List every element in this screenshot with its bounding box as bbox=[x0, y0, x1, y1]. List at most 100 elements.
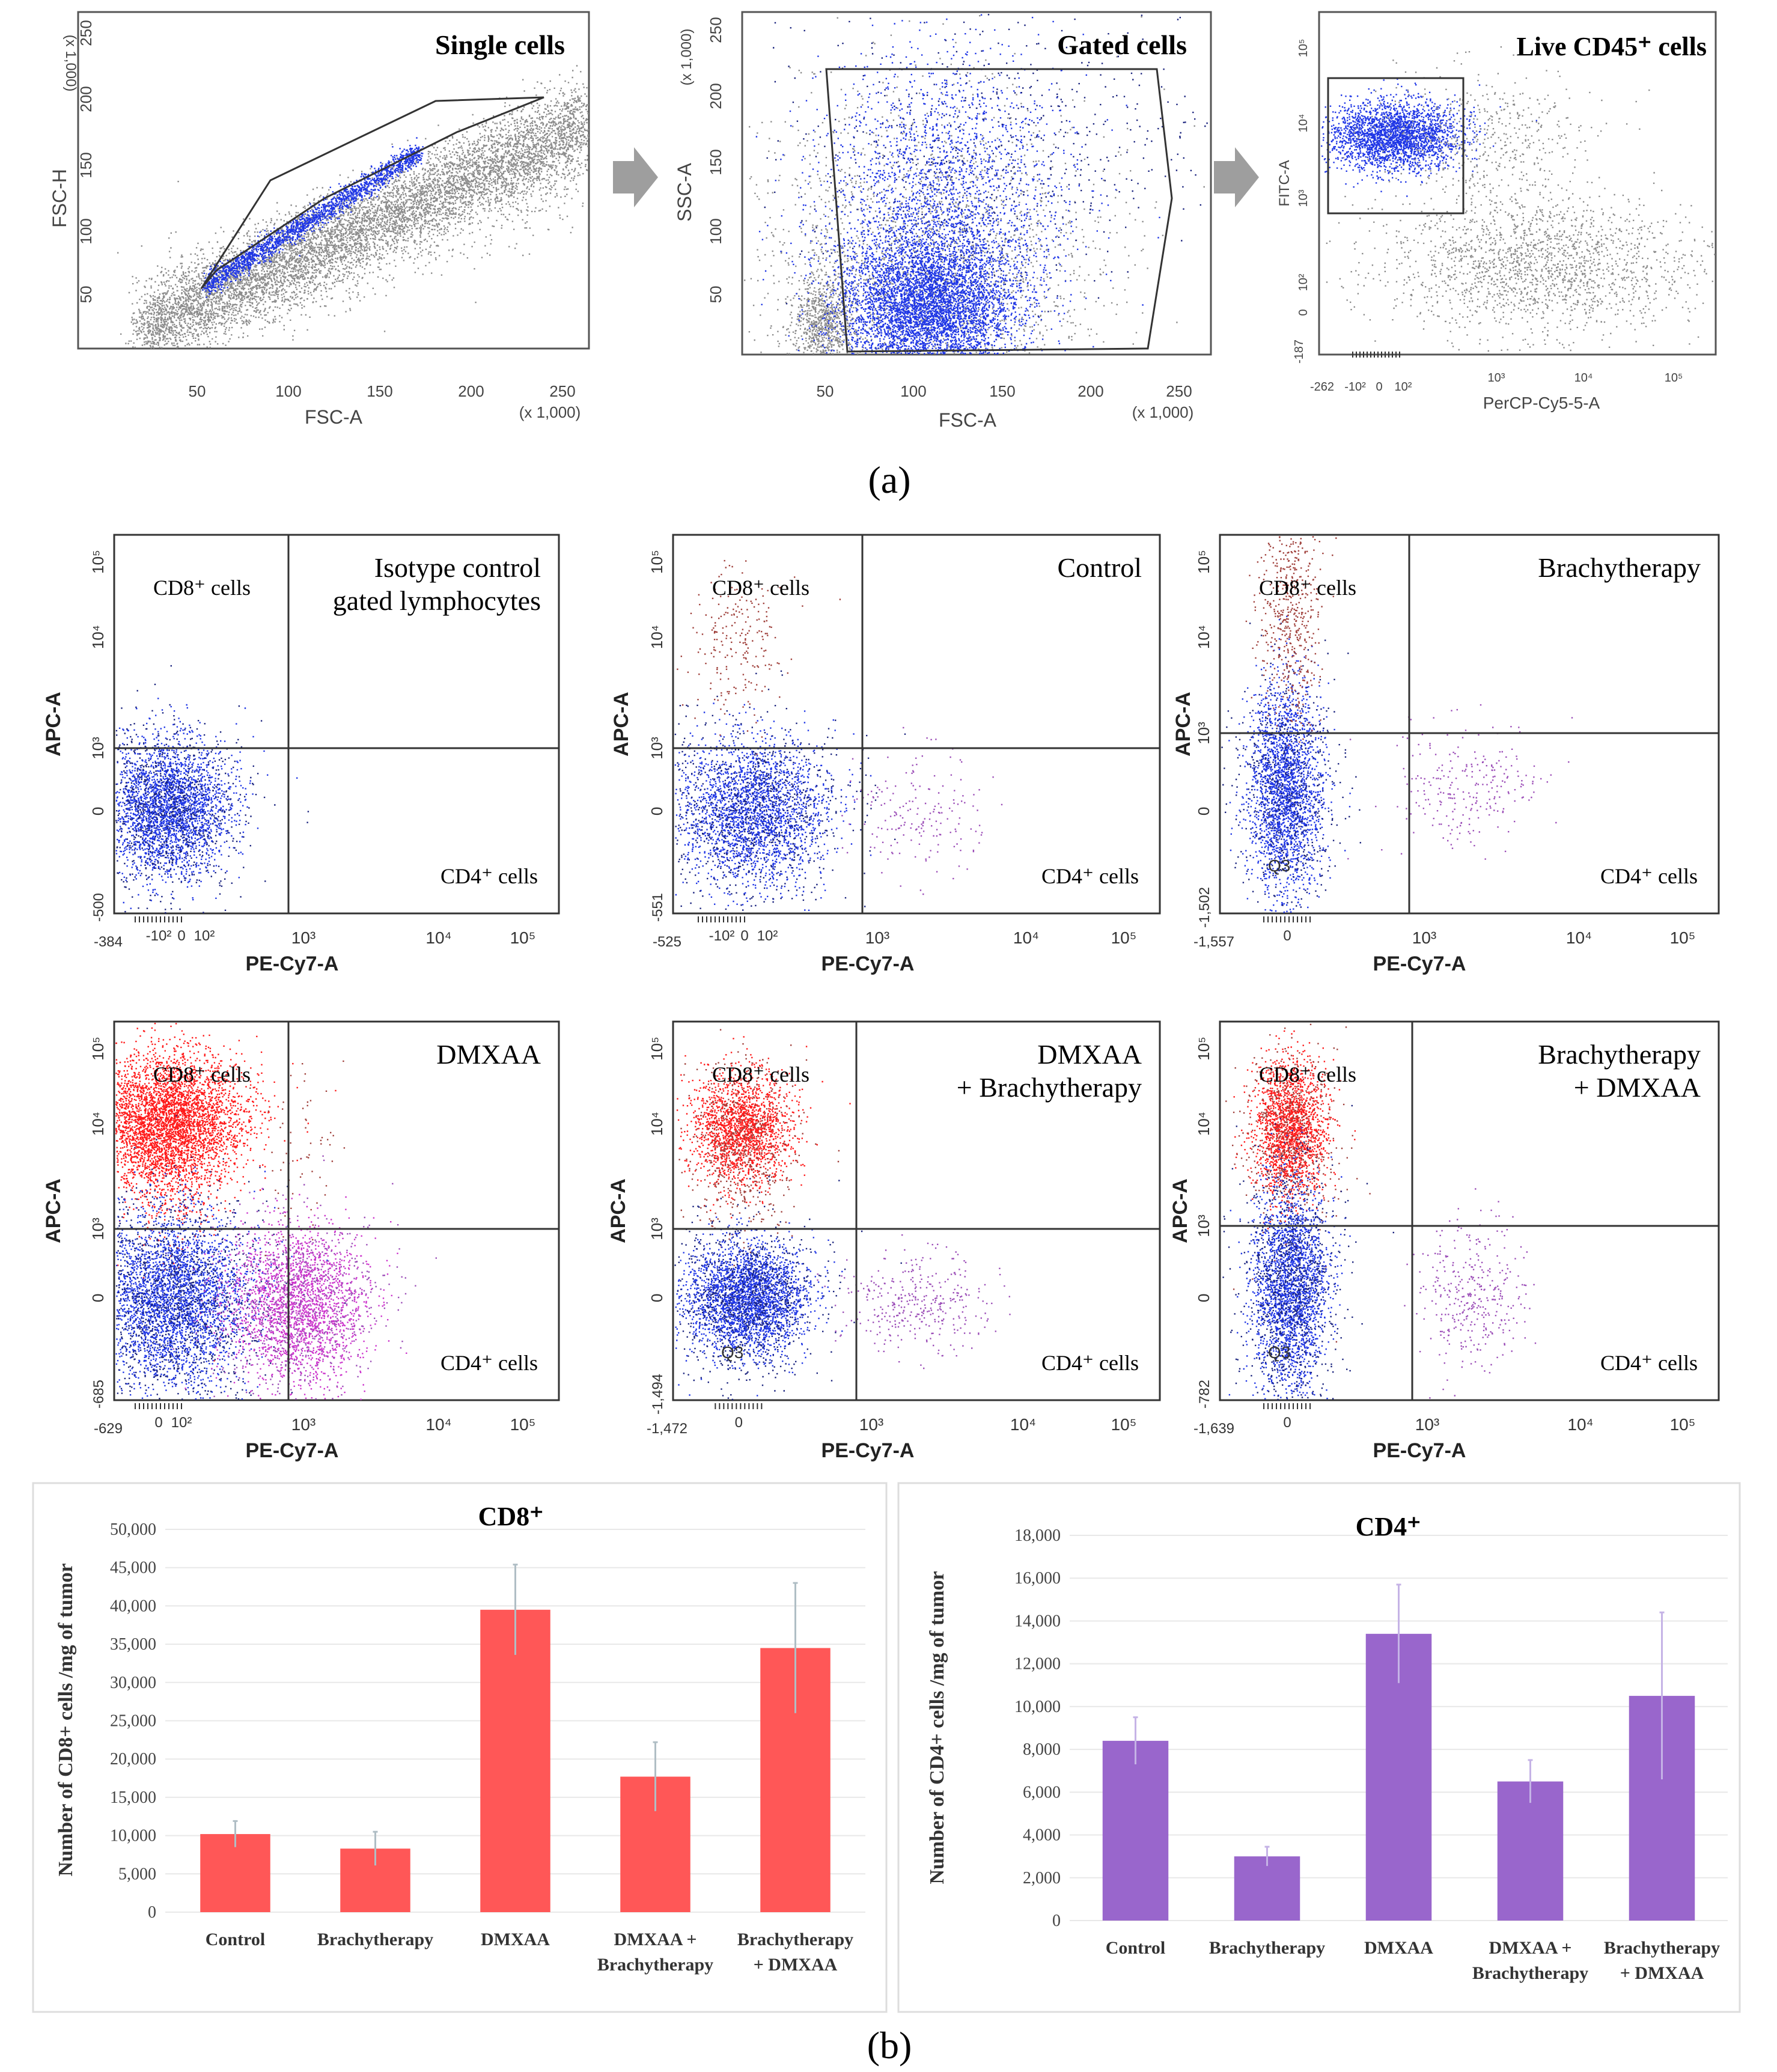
quadrant-title: + Brachytherapy bbox=[957, 1072, 1142, 1103]
x-axis-label: PE-Cy7-A bbox=[1373, 1439, 1466, 1462]
scatter-cloud bbox=[115, 665, 309, 914]
y-tick: 10⁴ bbox=[1195, 1112, 1213, 1136]
x-tick: 100 bbox=[275, 382, 301, 400]
cd8-label: CD8⁺ cells bbox=[1259, 1062, 1356, 1086]
x-axis-label: PE-Cy7-A bbox=[1373, 952, 1466, 975]
x-tick-low: -10² bbox=[146, 928, 172, 944]
y-tick: 250 bbox=[707, 17, 725, 43]
y-tick-label: 4,000 bbox=[1023, 1826, 1061, 1845]
x-tick: -262 bbox=[1310, 380, 1334, 394]
y-tick: -187 bbox=[1293, 340, 1306, 364]
y-tick-label: 40,000 bbox=[110, 1597, 156, 1615]
x-tick: 150 bbox=[989, 382, 1015, 400]
y-tick: 100 bbox=[77, 218, 95, 244]
x-tick: 10⁵ bbox=[510, 1415, 536, 1434]
gating-plot-single: Single cells FSC-H (x 1,000) FSC-A (x 1,… bbox=[49, 11, 590, 428]
y-tick: 200 bbox=[77, 86, 95, 112]
y-tick-label: 2,000 bbox=[1023, 1869, 1061, 1888]
y-axis-label: Number of CD4+ cells /mg of tumor bbox=[926, 1571, 948, 1884]
x-tick: 250 bbox=[1166, 382, 1192, 400]
x-tick-low: 0 bbox=[740, 928, 748, 944]
x-ticks: -262 -10² 0 10² 10³ 10⁴ 10⁵ bbox=[1310, 371, 1683, 394]
x-ticks: 50 100 150 200 250 bbox=[189, 382, 576, 400]
x-axis-unit: (x 1,000) bbox=[519, 403, 581, 421]
cd8-label: CD8⁺ cells bbox=[712, 576, 809, 600]
x-tick: 10⁵ bbox=[1665, 371, 1683, 385]
y-axis-label: APC-A bbox=[1172, 692, 1195, 757]
x-tick-low: 10² bbox=[194, 928, 215, 944]
quadrant-plot: Brachytherapy CD8⁺ cells CD4⁺ cells Q3 APC-A… bbox=[1172, 534, 1720, 975]
y-axis-label: APC-A bbox=[607, 1178, 630, 1243]
cd4-label: CD4⁺ cells bbox=[1600, 864, 1698, 888]
x-min-tick: -1,472 bbox=[647, 1421, 687, 1437]
gating-plot-live: Live CD45⁺ cells FITC-A PerCP-Cy5-5-A -1… bbox=[1276, 11, 1717, 412]
x-tick-low: -10² bbox=[709, 928, 735, 944]
quadrant-plot: Brachytherapy+ DMXAA CD8⁺ cells CD4⁺ cells… bbox=[1169, 1020, 1720, 1462]
x-tick: 10² bbox=[1395, 380, 1412, 394]
cd8-label: CD8⁺ cells bbox=[712, 1062, 809, 1086]
cd4-label: CD4⁺ cells bbox=[1041, 1351, 1139, 1375]
category-label: Brachytherapy bbox=[737, 1930, 853, 1949]
x-tick: 10³ bbox=[291, 928, 315, 947]
bar bbox=[1497, 1781, 1564, 1921]
scatter-cloud bbox=[1222, 1023, 1537, 1401]
y-tick: 50 bbox=[77, 286, 95, 303]
dot-cluster bbox=[1228, 1127, 1351, 1400]
x-axis-label: PE-Cy7-A bbox=[246, 1439, 339, 1462]
category-label: Control bbox=[1106, 1938, 1165, 1958]
chart-title: CD8⁺ bbox=[478, 1502, 544, 1531]
cd8-label: CD8⁺ cells bbox=[1259, 576, 1356, 600]
x-tick: 200 bbox=[458, 382, 484, 400]
quadrant-title: Brachytherapy bbox=[1538, 1039, 1701, 1070]
y-tick-label: 30,000 bbox=[110, 1674, 156, 1692]
bar-charts: 0 5,000 10,000 15,000 20,000 25,000 30,000 35,0… bbox=[55, 1502, 1728, 1983]
y-tick-label: 10,000 bbox=[1014, 1698, 1061, 1716]
x-min-tick: -1,639 bbox=[1193, 1421, 1234, 1437]
y-min-tick: -1,502 bbox=[1196, 887, 1213, 928]
cd8-chart-frame bbox=[32, 1482, 888, 2013]
y-tick-label: 5,000 bbox=[118, 1865, 156, 1883]
y-tick: 0 bbox=[89, 1294, 107, 1302]
plot-frame bbox=[77, 11, 590, 350]
x-min-tick: -384 bbox=[94, 934, 123, 950]
scatter-cloud bbox=[674, 559, 1003, 911]
cd4-bar-chart: 0 2,000 4,000 6,000 8,000 10,000 12,000 14,000 1… bbox=[926, 1512, 1728, 1983]
y-tick: 10³ bbox=[1297, 189, 1310, 207]
y-axis-label: FSC-H bbox=[49, 169, 70, 228]
cd8-bar-chart: 0 5,000 10,000 15,000 20,000 25,000 30,000 35,0… bbox=[55, 1502, 865, 1975]
scatter-cloud bbox=[1321, 46, 1716, 352]
y-tick: 0 bbox=[648, 1294, 666, 1302]
cd4-label: CD4⁺ cells bbox=[1041, 864, 1139, 888]
y-tick: 10⁴ bbox=[648, 1112, 666, 1136]
plot-title: Gated cells bbox=[1057, 29, 1187, 60]
y-tick: 10⁴ bbox=[89, 1112, 107, 1136]
y-tick-label: 14,000 bbox=[1014, 1612, 1061, 1630]
category-label: DMXAA bbox=[481, 1930, 550, 1949]
y-tick: 10⁴ bbox=[1297, 114, 1310, 133]
y-tick: 150 bbox=[707, 149, 725, 175]
plot-title: Single cells bbox=[435, 29, 565, 60]
y-tick-label: 0 bbox=[148, 1903, 156, 1922]
arrow-right-icon bbox=[1214, 147, 1259, 207]
q3-label: Q3 bbox=[1268, 856, 1290, 875]
x-axis-label: PE-Cy7-A bbox=[246, 952, 339, 975]
dot-cluster bbox=[115, 698, 298, 909]
panel-label-a: (a) bbox=[868, 459, 910, 501]
y-tick: 0 bbox=[1195, 1294, 1213, 1302]
x-tick: 10⁴ bbox=[1010, 1415, 1036, 1434]
quadrant-title: + DMXAA bbox=[1574, 1072, 1701, 1103]
y-axis-label: APC-A bbox=[42, 692, 65, 757]
x-tick: 50 bbox=[189, 382, 206, 400]
x-tick-low: 0 bbox=[735, 1415, 743, 1431]
plot-frame bbox=[113, 534, 560, 915]
quadrant-title: Control bbox=[1057, 552, 1142, 583]
x-tick: 10⁴ bbox=[1013, 928, 1039, 947]
y-min-tick: -1,494 bbox=[650, 1374, 666, 1415]
x-tick: 10⁴ bbox=[1567, 1415, 1593, 1434]
x-min-tick: -1,557 bbox=[1193, 934, 1234, 950]
x-tick: 10³ bbox=[1415, 1415, 1439, 1434]
cd8-label: CD8⁺ cells bbox=[153, 576, 251, 600]
y-tick-label: 18,000 bbox=[1014, 1526, 1061, 1545]
